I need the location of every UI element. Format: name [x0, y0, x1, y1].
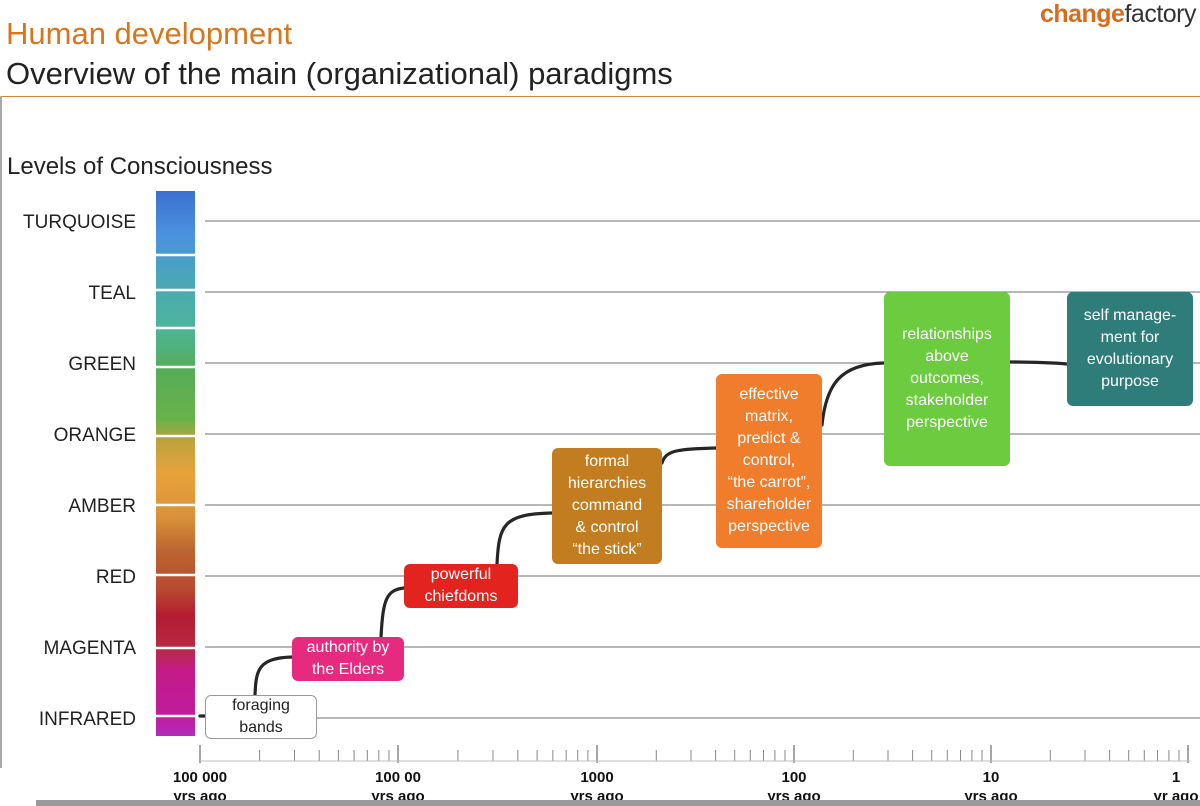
era-text: powerful chiefdoms — [424, 566, 498, 605]
page-subtitle: Overview of the main (organizational) pa… — [6, 56, 673, 91]
title-divider — [0, 96, 1200, 97]
left-edge-line — [0, 96, 2, 768]
axis-tick-label: 100 000 — [173, 769, 227, 786]
level-label-infrared: INFRARED — [39, 709, 136, 730]
era-text: relationships above outcomes, stakeholde… — [902, 326, 992, 431]
progression-line — [198, 360, 1069, 718]
level-label-orange: ORANGE — [54, 425, 136, 446]
axis-tick-label: 1 — [1172, 769, 1180, 786]
consciousness-spectrum-bar — [156, 191, 195, 736]
level-label-teal: TEAL — [88, 283, 136, 304]
level-label-green: GREEN — [68, 354, 136, 375]
level-label-magenta: MAGENTA — [43, 638, 136, 659]
brand-part2: factory — [1124, 0, 1196, 28]
era-box-magenta: authority by the Elders — [292, 637, 404, 681]
era-box-orange: effective matrix, predict & control, “th… — [716, 374, 822, 548]
era-text: foraging bands — [232, 697, 290, 736]
era-box-amber: formal hierarchies command & control “th… — [552, 448, 662, 564]
level-label-red: RED — [96, 567, 136, 588]
era-text: effective matrix, predict & control, “th… — [726, 386, 812, 535]
brand-part1: change — [1039, 0, 1125, 28]
era-box-infrared: foraging bands — [205, 695, 317, 739]
level-label-turquoise: TURQUOISE — [23, 212, 136, 233]
axis-tick-label: 1000 — [580, 769, 613, 786]
bottom-bar — [36, 800, 1200, 806]
era-box-red: powerful chiefdoms — [404, 564, 518, 608]
era-text: formal hierarchies command & control “th… — [567, 453, 647, 558]
axis-tick-label: 100 — [781, 769, 806, 786]
axis-tick-label: 10 — [983, 769, 1000, 786]
era-text: authority by the Elders — [306, 639, 390, 678]
era-box-green: relationships above outcomes, stakeholde… — [884, 292, 1010, 466]
page-title: Human development — [6, 16, 293, 51]
level-label-amber: AMBER — [68, 496, 136, 517]
levels-heading: Levels of Consciousness — [7, 153, 273, 180]
axis-tick-label: 100 00 — [375, 769, 421, 786]
era-box-teal: self manage- ment for evolutionary purpo… — [1067, 292, 1193, 406]
era-text: self manage- ment for evolutionary purpo… — [1083, 307, 1177, 390]
brand-logo: changefactory — [1039, 0, 1197, 29]
